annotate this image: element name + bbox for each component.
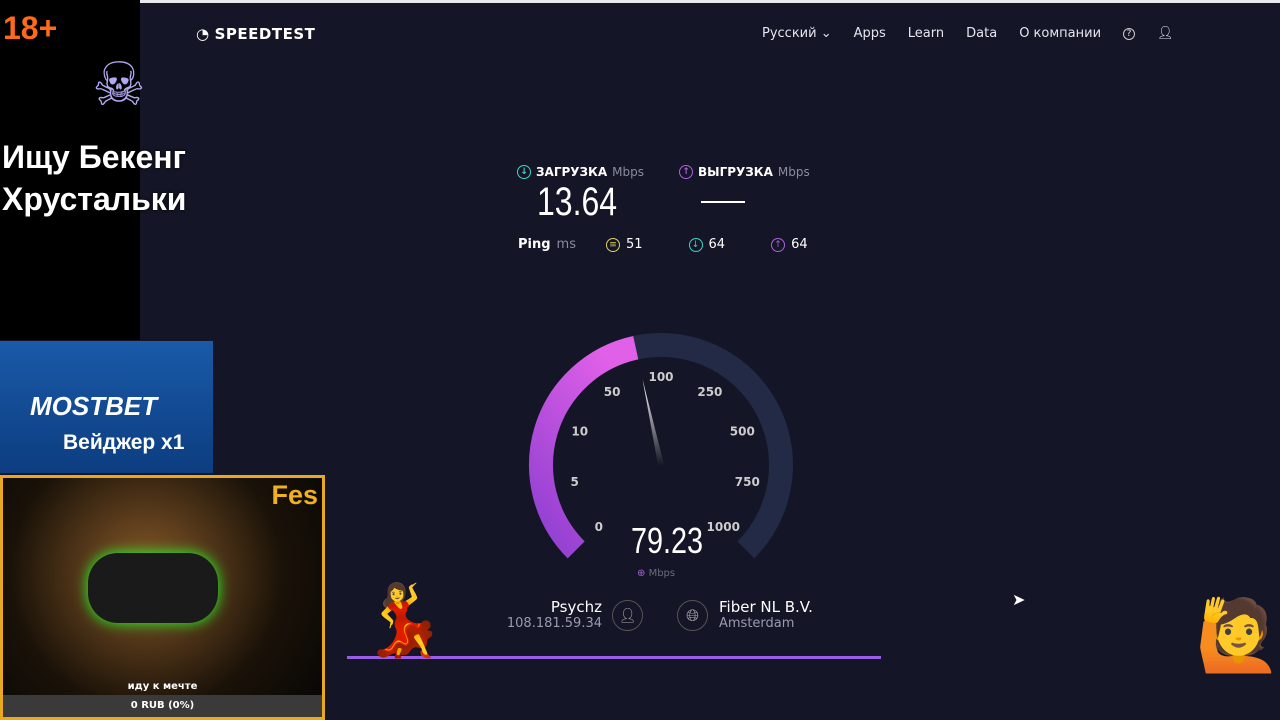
mostbet-banner: MOSTBET Вейджер x1	[0, 341, 213, 473]
gauge-tick-label: 5	[571, 475, 579, 489]
download-icon: ↓	[517, 165, 531, 179]
speed-gauge: 0 5 10 50 100 250 500 750 1000	[529, 333, 793, 559]
speedtest-logo[interactable]: ◔ SPEEDTEST	[196, 25, 316, 43]
download-value: 13.64	[537, 180, 618, 224]
promo-text: Ищу Бекенг Хрустальки	[2, 139, 187, 217]
gauge-tick-label: 100	[648, 370, 673, 384]
gauge-needle	[642, 378, 664, 466]
server-info[interactable]: Fiber NL B.V. Amsterdam	[719, 598, 813, 631]
dancing-girl-sticker: 💃	[360, 579, 448, 661]
microphone	[88, 553, 218, 623]
upload-ping-icon: ↑	[771, 237, 786, 252]
gauge-tick-label: 0	[595, 520, 603, 534]
nav-apps[interactable]: Apps	[853, 26, 886, 41]
dancing-girl-sticker-right: 🙋	[1195, 594, 1280, 676]
gauge-tick-label: 1000	[707, 520, 740, 534]
browser-edge	[140, 0, 1280, 3]
stream-overlay-panel	[0, 0, 140, 340]
gauge-tick-label: 10	[571, 424, 588, 438]
help-icon[interactable]: ?	[1123, 27, 1136, 40]
gauge-value: 79.23	[631, 520, 704, 561]
upload-icon: ↑	[679, 165, 693, 179]
progress-line	[347, 656, 881, 659]
upload-label: ↑ ВЫГРУЗКА Mbps	[679, 165, 810, 179]
mouse-cursor: ➤	[1012, 590, 1026, 609]
upload-value-pending	[701, 201, 745, 203]
client-info: Psychz 108.181.59.34	[506, 598, 602, 631]
gauge-tick-label: 750	[735, 475, 760, 489]
upload-icon: ⊕	[637, 568, 646, 579]
download-label: ↓ ЗАГРУЗКА Mbps	[517, 165, 644, 179]
nav-learn[interactable]: Learn	[907, 26, 945, 41]
nav-language[interactable]: Русский ⌄	[762, 26, 832, 41]
globe-icon: 🌐︎	[677, 600, 708, 631]
user-icon[interactable]: 👤︎	[1157, 26, 1174, 41]
gauge-tick-label: 500	[730, 424, 755, 438]
chevron-down-icon: ⌄	[820, 26, 832, 41]
gauge-tick-label: 250	[697, 385, 722, 399]
age-rating: 18+	[3, 10, 58, 46]
top-nav: Русский ⌄ Apps Learn Data О компании ? 👤…	[762, 26, 1174, 41]
gauge-icon: ◔	[196, 25, 210, 43]
webcam-feed: Fes иду к мечте 0 RUB (0%)	[0, 475, 325, 720]
download-ping-icon: ↓	[688, 237, 703, 252]
nav-data[interactable]: Data	[966, 26, 998, 41]
user-icon: 👤︎	[612, 600, 643, 631]
gauge-unit: ⊕ Mbps	[637, 568, 676, 579]
skeleton-sticker: ☠	[92, 50, 146, 120]
nav-about[interactable]: О компании	[1019, 26, 1102, 41]
donation-goal-bar: 0 RUB (0%)	[3, 695, 322, 717]
gauge-fill	[529, 335, 639, 559]
idle-ping-icon: ≡	[605, 237, 620, 252]
gauge-tick-label: 50	[604, 385, 621, 399]
ping-row: Ping ms ≡ 51 ↓ 64 ↑ 64	[518, 237, 808, 252]
